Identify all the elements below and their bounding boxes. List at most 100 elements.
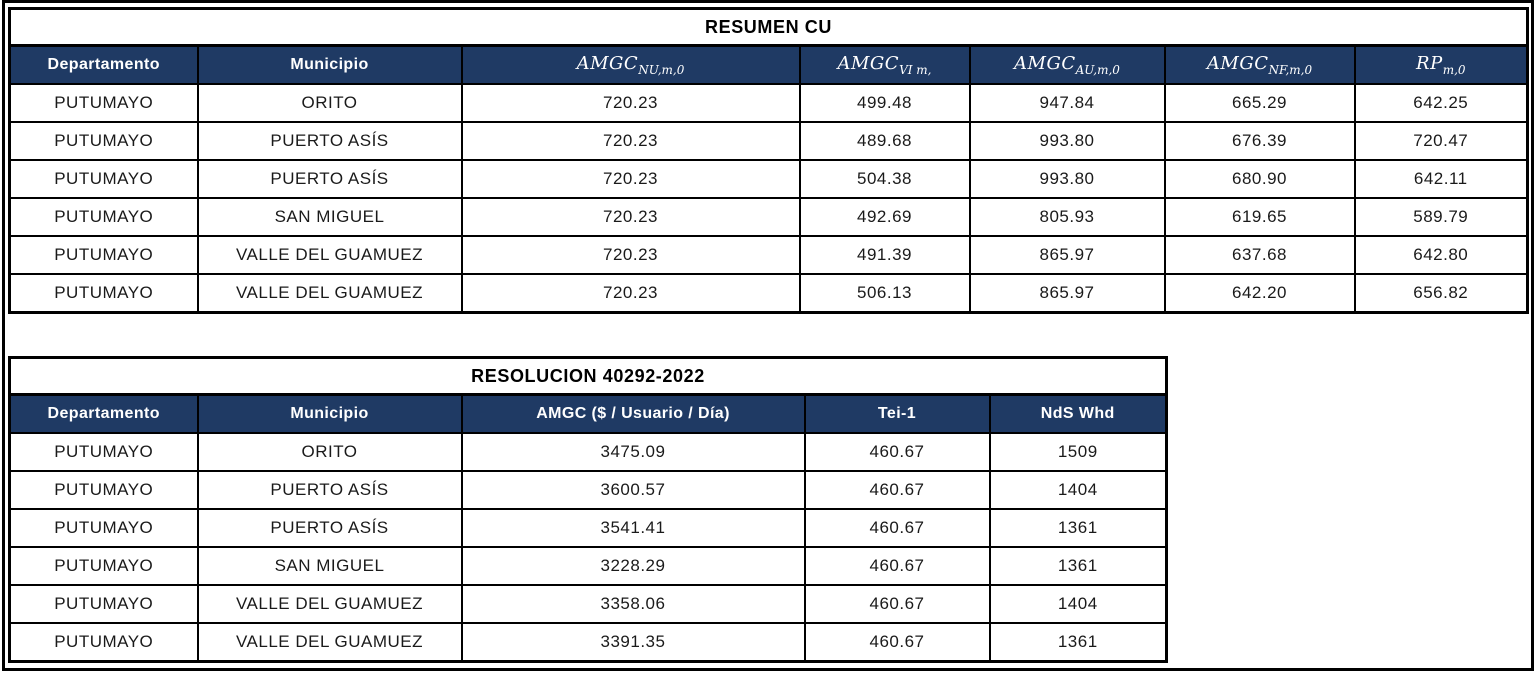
table-cell: PUERTO ASÍS [196, 470, 463, 510]
table-cell: 3600.57 [460, 470, 806, 510]
table-cell: 3358.06 [460, 584, 806, 624]
table-cell: 676.39 [1163, 121, 1356, 161]
table-cell: 491.39 [798, 235, 971, 275]
table-cell: 637.68 [1163, 235, 1356, 275]
table-cell: PUERTO ASÍS [196, 508, 463, 548]
column-header: Municipio [196, 393, 463, 434]
table-cell: 947.84 [968, 83, 1166, 123]
table-cell: 805.93 [968, 197, 1166, 237]
resumen-cu-table: RESUMEN CU Departamento Municipio AMGCNU,m,… [7, 7, 1530, 314]
table-cell: ORITO [196, 83, 463, 123]
math-symbol: RPm,0 [1416, 53, 1466, 77]
math-base: AMGC [1206, 53, 1269, 74]
table-cell: 720.47 [1353, 121, 1529, 161]
table-cell: 656.82 [1353, 273, 1529, 314]
table-cell: PUERTO ASÍS [196, 159, 463, 199]
column-header: AMGCNF,m,0 [1163, 44, 1356, 85]
table-title-row: RESUMEN CU [7, 7, 1530, 47]
table-cell: 460.67 [803, 470, 991, 510]
table-row: PUTUMAYO PUERTO ASÍS 720.23 504.38 993.80 680… [8, 159, 1529, 199]
math-base: AMGC [1014, 53, 1076, 74]
math-subscript: AU,m,0 [1075, 63, 1120, 77]
column-header: NdS Whd [988, 393, 1168, 434]
column-header: AMGC ($ / Usuario / Día) [460, 393, 806, 434]
math-symbol: AMGCVI m, [837, 53, 932, 77]
table-cell: PUTUMAYO [8, 584, 199, 624]
table-cell: 720.23 [460, 273, 801, 314]
table-cell: 460.67 [803, 546, 991, 586]
table-cell: 642.11 [1353, 159, 1529, 199]
table-cell: VALLE DEL GUAMUEZ [196, 622, 463, 663]
table-cell: PUTUMAYO [8, 273, 199, 314]
column-header: Departamento [8, 393, 199, 434]
table-cell: 720.23 [460, 83, 801, 123]
table-cell: PUTUMAYO [8, 121, 199, 161]
table-cell: PUTUMAYO [8, 470, 199, 510]
table-cell: 720.23 [460, 235, 801, 275]
table-title: RESOLUCION 40292-2022 [8, 356, 1168, 396]
table-row: PUTUMAYO VALLE DEL GUAMUEZ 720.23 491.39 865… [8, 235, 1529, 275]
table-cell: 1361 [988, 546, 1168, 586]
table-cell: PUTUMAYO [8, 235, 199, 275]
table-cell: SAN MIGUEL [196, 197, 463, 237]
table-cell: 619.65 [1163, 197, 1356, 237]
math-subscript: VI m, [899, 63, 932, 77]
table-cell: 504.38 [798, 159, 971, 199]
table-header-row: Departamento Municipio AMGCNU,m,0 AMGCVI m,… [8, 44, 1529, 85]
table-cell: ORITO [196, 432, 463, 472]
table-cell: 460.67 [803, 432, 991, 472]
table-cell: 680.90 [1163, 159, 1356, 199]
table-cell: 720.23 [460, 197, 801, 237]
table-row: PUTUMAYO SAN MIGUEL 720.23 492.69 805.93 619.… [8, 197, 1529, 237]
column-header: Departamento [8, 44, 199, 85]
table-cell: 665.29 [1163, 83, 1356, 123]
table-row: PUTUMAYO ORITO 3475.09 460.67 1509 [8, 432, 1168, 472]
table-cell: PUTUMAYO [8, 432, 199, 472]
column-header: RPm,0 [1353, 44, 1529, 85]
table-cell: SAN MIGUEL [196, 546, 463, 586]
table-cell: PUTUMAYO [8, 83, 199, 123]
table-row: PUTUMAYO VALLE DEL GUAMUEZ 3391.35 460.67 13… [8, 622, 1168, 663]
table-cell: 460.67 [803, 622, 991, 663]
table-row: PUTUMAYO PUERTO ASÍS 720.23 489.68 993.80 676… [8, 121, 1529, 161]
table-cell: 489.68 [798, 121, 971, 161]
math-base: RP [1416, 53, 1443, 74]
table-cell: 1361 [988, 508, 1168, 548]
table-cell: 1404 [988, 470, 1168, 510]
table-cell: 3228.29 [460, 546, 806, 586]
table-cell: 993.80 [968, 159, 1166, 199]
table-cell: 3391.35 [460, 622, 806, 663]
table-row: PUTUMAYO PUERTO ASÍS 3600.57 460.67 1404 [8, 470, 1168, 510]
table-cell: 642.20 [1163, 273, 1356, 314]
math-base: AMGC [576, 53, 639, 74]
table-cell: 1509 [988, 432, 1168, 472]
table-cell: PUTUMAYO [8, 622, 199, 663]
column-header: Municipio [196, 44, 463, 85]
table-header-row: Departamento Municipio AMGC ($ / Usuario /… [8, 393, 1168, 434]
table-cell: VALLE DEL GUAMUEZ [196, 584, 463, 624]
math-symbol: AMGCAU,m,0 [1014, 53, 1120, 77]
table-cell: PUTUMAYO [8, 159, 199, 199]
column-header: AMGCNU,m,0 [460, 44, 801, 85]
table-title-row: RESOLUCION 40292-2022 [8, 356, 1168, 396]
table-cell: VALLE DEL GUAMUEZ [196, 235, 463, 275]
math-subscript: NF,m,0 [1268, 63, 1313, 77]
table-cell: 1361 [988, 622, 1168, 663]
table-cell: 865.97 [968, 235, 1166, 275]
table-cell: 460.67 [803, 584, 991, 624]
table-cell: VALLE DEL GUAMUEZ [196, 273, 463, 314]
table-cell: 460.67 [803, 508, 991, 548]
table-title: RESUMEN CU [7, 7, 1530, 47]
table-cell: 589.79 [1353, 197, 1529, 237]
table-cell: 720.23 [460, 121, 801, 161]
math-symbol: AMGCNF,m,0 [1206, 53, 1313, 77]
column-header: Tei-1 [803, 393, 991, 434]
resolucion-table: RESOLUCION 40292-2022 Departamento Municip… [8, 356, 1168, 663]
table-cell: PUTUMAYO [8, 508, 199, 548]
table-cell: 642.80 [1353, 235, 1529, 275]
column-header: AMGCAU,m,0 [968, 44, 1166, 85]
table-cell: 506.13 [798, 273, 971, 314]
table-cell: PUTUMAYO [8, 546, 199, 586]
table-cell: PUERTO ASÍS [196, 121, 463, 161]
